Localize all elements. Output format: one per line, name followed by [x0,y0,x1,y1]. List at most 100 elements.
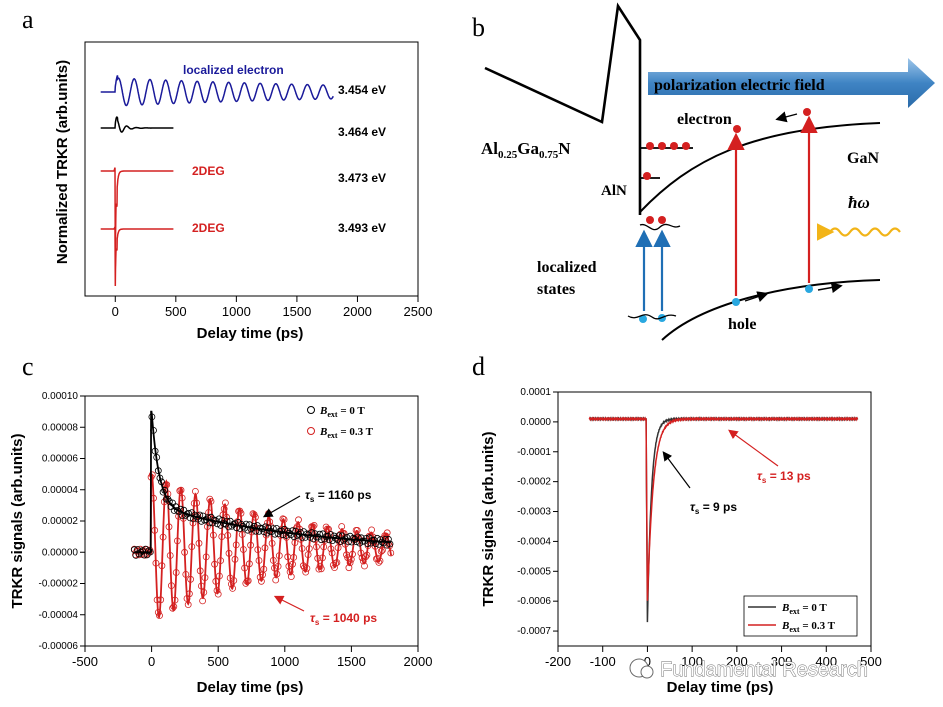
tau-13-label: τs = 13 ps [757,469,811,485]
scatter-point-0t [343,534,351,541]
legend-marker-03t [307,427,315,435]
y-tick-label: 0.00000 [42,547,79,558]
electron-dot [658,216,666,224]
localized-states-label-1: localized [537,259,597,276]
y-tick-label: -0.0006 [517,596,551,607]
tau-1040-arrow [273,595,305,612]
panel-a-trace [100,116,174,133]
field-arrow [648,58,935,108]
electron-dot [646,142,654,150]
legend-marker-0t [307,406,315,414]
y-tick-label: -0.0005 [517,566,551,577]
panel-a-label-localized-electron: localized electron [183,63,284,77]
panel-a-label-2deg-1: 2DEG [192,164,225,178]
watermark: Fundamental Research [629,658,868,681]
aln-label: AlN [601,183,627,199]
y-tick-label: -0.00006 [39,641,79,652]
panel-a-energy-4: 3.493 eV [338,221,386,235]
panel-c-ylabel: TRKR signals (arb.units) [9,433,26,608]
trace-03t [588,416,859,601]
photon-label: ħω [848,193,870,212]
watermark-text: Fundamental Research [660,659,868,681]
x-tick-label: 1000 [222,304,251,319]
panel-a-label-2deg-2: 2DEG [192,221,225,235]
x-tick-label: 1500 [337,654,366,669]
panel-a-trace [100,167,174,267]
panel-c-label: c [22,352,34,381]
scatter-point-0t [165,497,173,505]
scatter-point-0t [306,534,314,541]
panel-c-xlabel: Delay time (ps) [197,679,304,696]
fit-line-0t [134,410,392,554]
hole-dot [639,315,647,323]
panel-a-energy-3: 3.473 eV [338,171,386,185]
x-tick-label: 0 [644,654,651,669]
x-tick-label: 100 [681,654,703,669]
localized-well-top [639,223,681,231]
y-tick-label: 0.00010 [42,391,79,402]
panel-a-ylabel: Normalized TRKR (arb.units) [54,60,71,264]
electron-dot [658,142,666,150]
hole-label: hole [728,316,756,333]
panel-a-trace [100,226,174,287]
x-tick-label: 500 [860,654,882,669]
barrier-band-edge [484,2,642,215]
gan-label: GaN [847,150,879,167]
scatter-point-0t [204,514,212,522]
tau-9-arrow [662,451,691,489]
scatter-point-0t [386,540,394,548]
electron-drift-arrow [775,111,798,123]
electron-dot [646,216,654,224]
x-tick-label: 500 [165,304,187,319]
panel-a-energy-2: 3.464 eV [338,125,386,139]
panel-d-frame [557,391,872,647]
algan-label: Al0.25Ga0.75N [481,139,571,161]
x-tick-label: -100 [590,654,616,669]
field-label: polarization electric field [654,77,825,94]
tau-1160-label: τs = 1160 ps [305,488,372,504]
scatter-point-0t [173,506,181,514]
scatter-point-03t [375,559,383,566]
x-tick-label: 300 [771,654,793,669]
panel-d-chart: -200 -100 0 100 200 300 400 500 0.0001 0.0000 -0.0… [480,387,882,696]
panel-d-ylabel: TRKR signals (arb.units) [480,431,497,606]
panel-c-chart: -500 0 500 1000 1500 2000 0.00010 0.00008 0.0000… [9,391,432,696]
y-tick-label: 0.00002 [42,516,79,527]
x-tick-label: 500 [207,654,229,669]
tau-9-label: τs = 9 ps [690,500,737,516]
conduction-band-edge [639,122,881,213]
y-tick-label: 0.00006 [42,454,79,465]
y-tick-label: 0.00008 [42,422,79,433]
scatter-point-0t [353,538,360,546]
fit-line-03t [134,473,393,619]
tau-1040-label: τs = 1040 ps [310,611,377,627]
x-tick-label: 400 [815,654,837,669]
scatter-point-0t [145,547,153,555]
photon-wave [827,216,901,237]
y-tick-label: -0.0007 [517,626,551,637]
localized-states-label-2: states [537,281,575,298]
trace-0t [589,416,859,623]
panel-d-legend-0t: Bext = 0 T [781,602,827,616]
panel-d-xlabel: Delay time (ps) [667,679,774,696]
legend-label-03t: Bext = 0.3 T [319,426,374,440]
electron-dot [733,125,741,133]
panel-a-chart: 0 500 1000 1500 2000 2500 Delay time (ps) Nor… [54,41,433,342]
scatter-point-0t [138,547,146,555]
x-tick-label: -500 [72,654,98,669]
y-tick-label: -0.0001 [517,447,551,458]
x-tick-label: 2500 [404,304,433,319]
panel-a-trace [100,75,334,107]
wechat-icon-small [640,665,654,679]
panel-d-legend-box [743,595,858,637]
electron-dot [682,142,690,150]
electron-label: electron [677,111,732,128]
x-tick-label: 1000 [270,654,299,669]
panel-a-label: a [22,5,34,34]
hole-drift-arrow [817,281,843,294]
valence-band-edge [661,279,881,341]
hole-dot [732,298,740,306]
hole-dot [805,285,813,293]
panel-a-frame [84,41,419,297]
